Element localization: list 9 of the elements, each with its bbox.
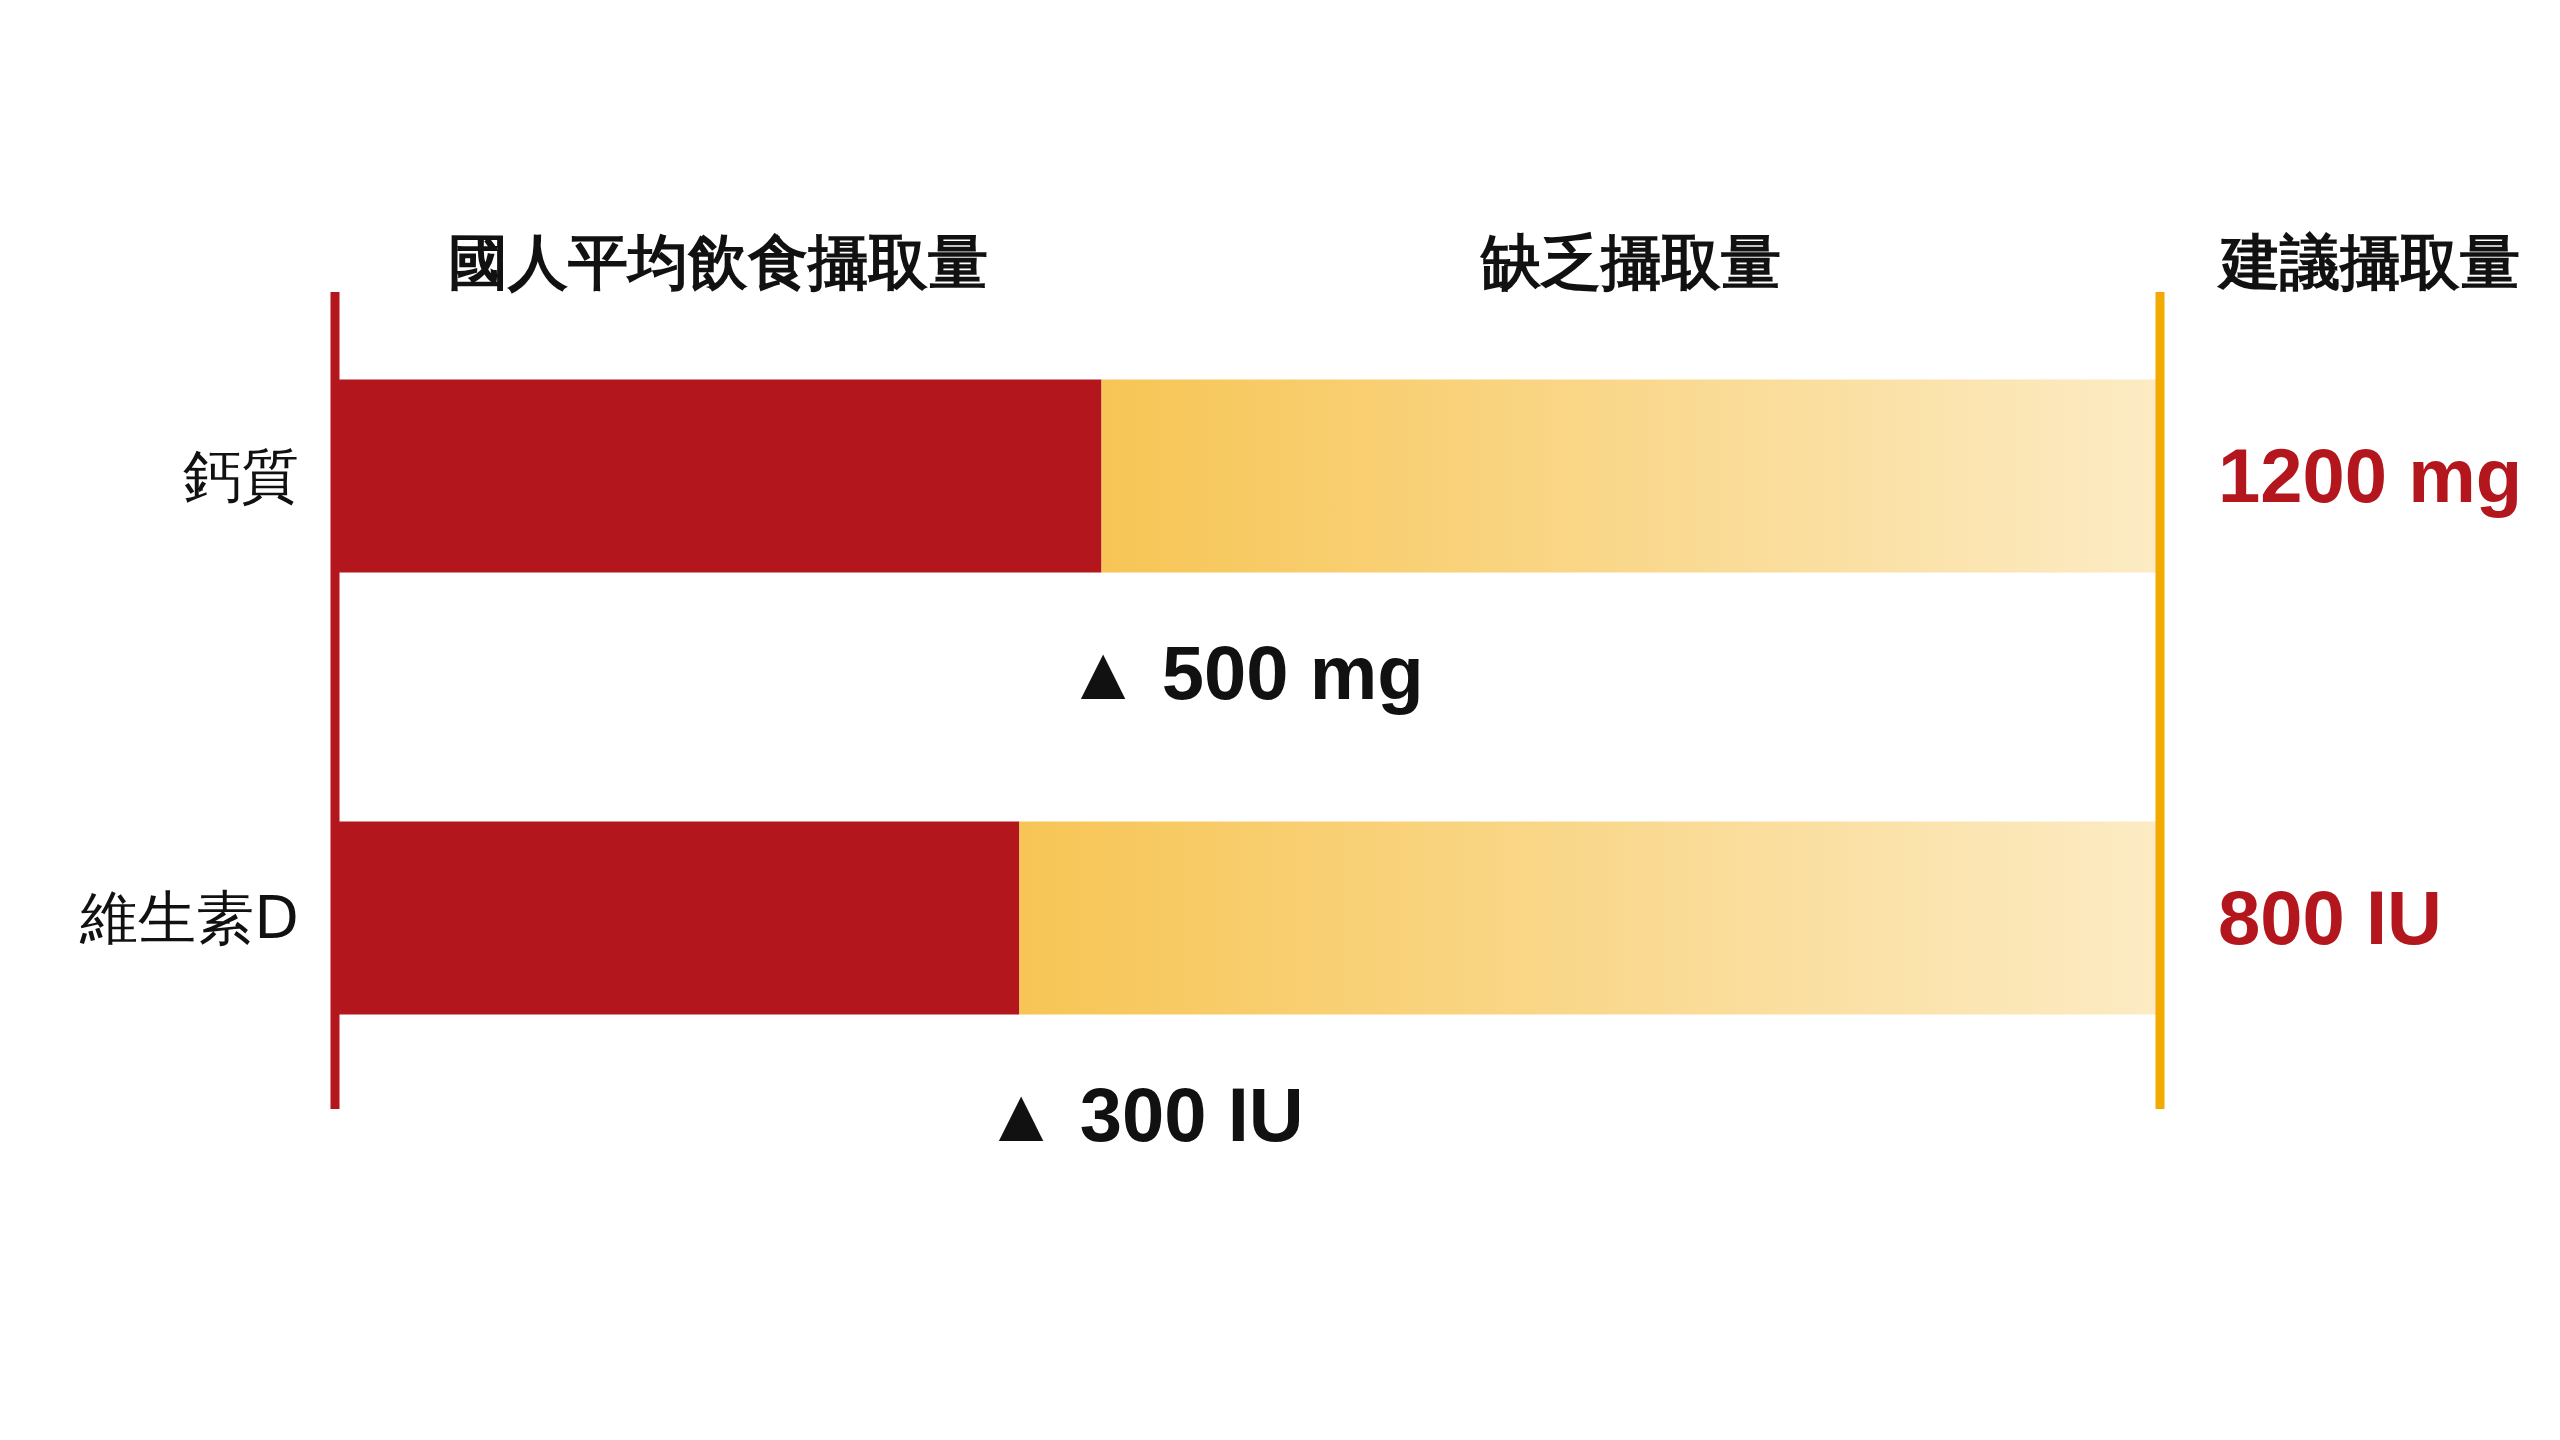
annotation: ▲ 500 mg <box>1065 629 1424 715</box>
y-tick-label: 維生素D <box>79 884 299 952</box>
y-tick-label: 鈣質 <box>183 442 299 510</box>
series-label: 國人平均飲食攝取量 <box>448 227 989 297</box>
series-label: 缺乏攝取量 <box>1478 227 1781 297</box>
text: 1200 mg <box>2218 433 2523 518</box>
text: 800 IU <box>2218 875 2442 960</box>
ref-line-label: 建議攝取量 <box>2216 227 2520 297</box>
annotation: ▲ 300 IU <box>983 1071 1304 1157</box>
